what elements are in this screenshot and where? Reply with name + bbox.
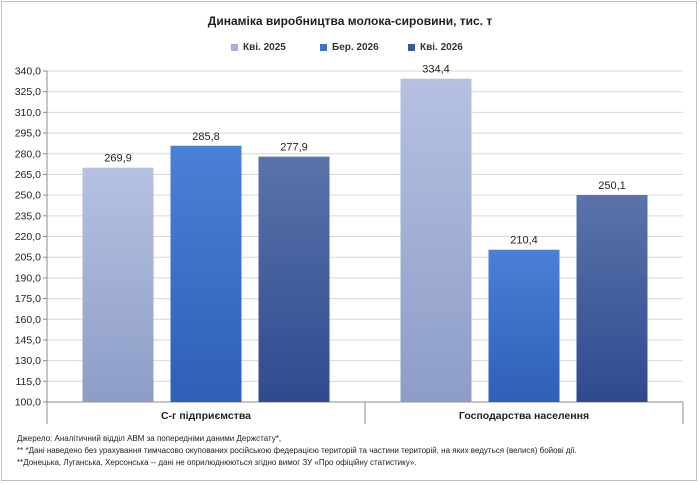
- data-label: 210,4: [510, 235, 538, 247]
- y-tick-label: 280,0: [15, 148, 41, 160]
- footnotes: Джерело: Аналітичний відділ АВМ за попер…: [17, 433, 687, 469]
- bar: [258, 156, 330, 402]
- footnote-regions: **Донецька, Луганська, Херсонська -- дан…: [17, 458, 417, 467]
- legend-item-kvi-2025: Кві. 2025: [231, 40, 286, 54]
- chart-title: Динаміка виробництва молока-сировини, ти…: [207, 14, 493, 28]
- bar: [576, 194, 648, 402]
- y-tick-label: 340,0: [15, 66, 41, 78]
- legend-swatch: [231, 43, 238, 51]
- footnote-occupied: ** *Дані наведено без урахування тимчасо…: [17, 446, 577, 455]
- bar: [488, 249, 560, 402]
- legend-label: Кві. 2026: [420, 41, 463, 53]
- data-label: 269,9: [104, 153, 132, 165]
- y-tick-label: 175,0: [15, 293, 41, 305]
- legend-swatch: [320, 43, 327, 51]
- chart-legend: Кві. 2025 Бер. 2026 Кві. 2026: [0, 40, 700, 54]
- bar: [82, 167, 154, 402]
- category-label: С-г підприємства: [161, 410, 251, 422]
- legend-item-kvi-2026: Кві. 2026: [408, 40, 463, 54]
- y-tick-label: 115,0: [16, 376, 42, 388]
- data-label: 334,4: [422, 64, 450, 76]
- y-tick-label: 145,0: [15, 334, 41, 346]
- legend-label: Кві. 2025: [243, 41, 286, 53]
- category-label: Господарства населення: [459, 410, 589, 422]
- y-tick-label: 325,0: [15, 86, 41, 98]
- y-tick-label: 265,0: [15, 169, 41, 181]
- footnote-source: Джерело: Аналітичний відділ АВМ за попер…: [17, 434, 282, 443]
- data-label: 277,9: [280, 142, 308, 154]
- legend-swatch: [408, 43, 415, 51]
- y-tick-label: 190,0: [15, 272, 41, 284]
- legend-label: Бер. 2026: [332, 41, 379, 53]
- y-tick-label: 205,0: [15, 252, 41, 264]
- data-label: 285,8: [192, 131, 220, 143]
- legend-item-ber-2026: Бер. 2026: [320, 40, 379, 54]
- y-tick-label: 100,0: [15, 397, 41, 409]
- data-label: 250,1: [598, 180, 626, 192]
- y-tick-label: 250,0: [15, 190, 41, 202]
- bar: [170, 145, 242, 402]
- y-tick-label: 160,0: [15, 314, 41, 326]
- y-tick-label: 220,0: [15, 231, 41, 243]
- bar: [400, 78, 472, 403]
- y-tick-label: 295,0: [15, 128, 41, 140]
- y-tick-label: 235,0: [15, 210, 41, 222]
- y-tick-label: 310,0: [15, 107, 41, 119]
- y-tick-label: 130,0: [15, 355, 41, 367]
